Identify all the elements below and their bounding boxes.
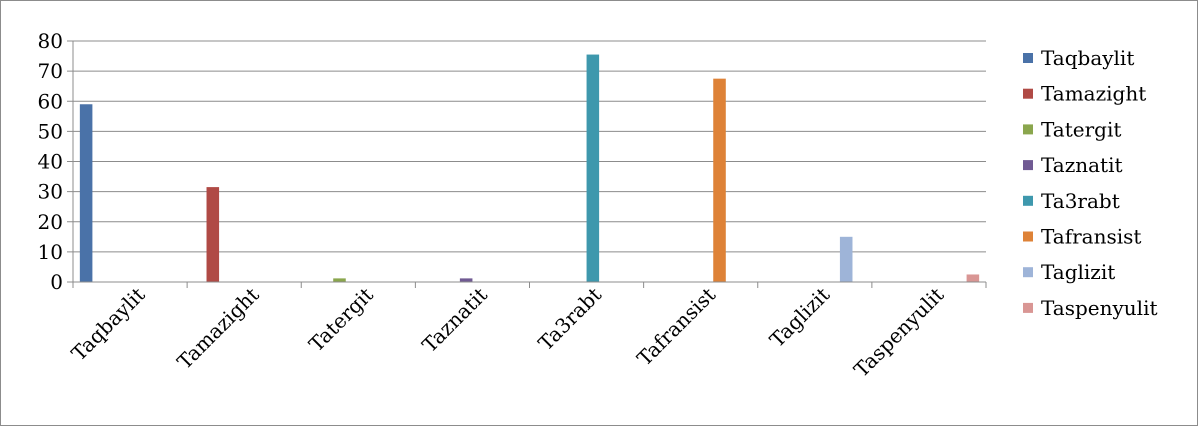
bar	[966, 274, 980, 282]
y-tick-label: 40	[38, 150, 63, 174]
x-tick-label: Tatergit	[304, 283, 378, 357]
bar	[333, 278, 346, 282]
bar	[586, 54, 600, 283]
y-tick-label: 70	[38, 59, 63, 83]
legend-label: Taglizit	[1041, 260, 1115, 284]
legend-label: Taspenyulit	[1041, 296, 1158, 320]
y-tick-label: 60	[38, 89, 63, 113]
bar	[206, 187, 220, 282]
x-tick-label: Tafransist	[632, 283, 720, 371]
y-tick-label: 0	[50, 270, 63, 294]
y-tick-label: 10	[38, 240, 63, 264]
legend-swatch	[1023, 231, 1033, 242]
x-tick-label: Ta3rabt	[533, 283, 606, 356]
legend-swatch	[1023, 160, 1033, 171]
legend-label: Tatergit	[1041, 117, 1121, 141]
legend-label: Ta3rabt	[1041, 189, 1120, 213]
legend-swatch	[1023, 88, 1033, 99]
legend-label: Taznatit	[1041, 153, 1123, 177]
legend-swatch	[1023, 195, 1033, 206]
y-tick-label: 80	[38, 29, 63, 53]
legend-swatch	[1023, 53, 1033, 63]
legend-label: Taqbaylit	[1041, 46, 1134, 70]
legend-swatch	[1023, 267, 1033, 278]
bar	[839, 236, 853, 282]
bar	[459, 278, 473, 282]
bar	[79, 104, 93, 282]
x-tick-label: Taspenyulit	[849, 283, 948, 382]
bar	[713, 78, 726, 282]
x-tick-label: Taznatit	[417, 283, 492, 358]
legend-label: Tamazight	[1041, 82, 1146, 106]
y-tick-label: 50	[38, 119, 63, 143]
x-tick-label: Taglizit	[765, 283, 834, 352]
y-tick-label: 20	[38, 210, 63, 234]
legend-swatch	[1023, 124, 1033, 135]
y-tick-label: 30	[38, 180, 63, 204]
x-tick-label: Tamazight	[172, 283, 263, 374]
legend-label: Tafransist	[1041, 225, 1141, 249]
legend-swatch	[1023, 302, 1033, 313]
x-tick-label: Taqbaylit	[67, 283, 150, 366]
